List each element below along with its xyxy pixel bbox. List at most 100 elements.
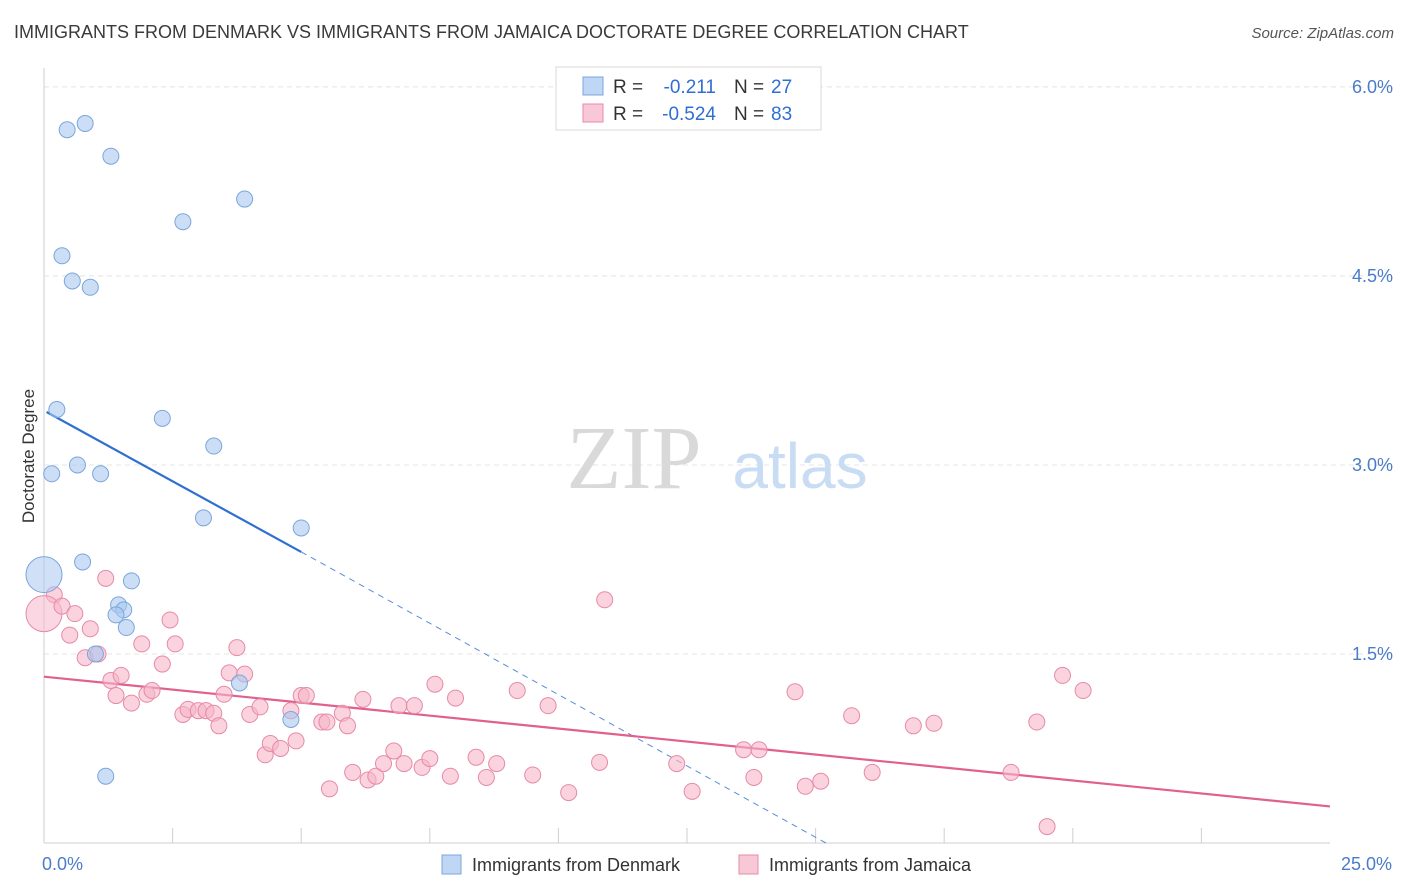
axis-layer	[43, 68, 1330, 844]
jamaica-point-30	[251, 698, 269, 716]
jamaica-point-44	[354, 690, 372, 708]
jamaica-point-2	[53, 597, 71, 615]
denmark-point-22	[117, 619, 135, 637]
denmark-n-label: N =	[734, 77, 764, 98]
jamaica-point-43	[344, 763, 362, 781]
denmark-point-9	[153, 409, 171, 427]
denmark-point-25	[282, 711, 300, 729]
denmark-point-26	[97, 767, 115, 785]
jamaica-point-4	[61, 626, 79, 644]
trend-layer	[43, 411, 1331, 844]
stats-legend: R = -0.211 N = 27 R = -0.524 N = 83	[555, 66, 822, 131]
jamaica-point-81	[1054, 666, 1072, 684]
watermark: ZIP atlas	[567, 409, 868, 508]
jamaica-point-49	[390, 697, 408, 715]
jamaica-point-60	[508, 682, 526, 700]
denmark-point-17	[25, 556, 63, 594]
jamaica-point-11	[112, 666, 130, 684]
denmark-point-16	[74, 553, 92, 571]
denmark-point-24	[230, 674, 248, 692]
y-tick-label-3: 6.0%	[1352, 77, 1393, 97]
denmark-point-5	[53, 247, 71, 265]
jamaica-point-58	[477, 768, 495, 786]
jamaica-point-12	[122, 694, 140, 712]
jamaica-point-56	[447, 689, 465, 707]
jamaica-point-47	[375, 755, 393, 773]
denmark-point-18	[122, 572, 140, 590]
jamaica-point-67	[683, 782, 701, 800]
jamaica-point-15	[143, 682, 161, 700]
jamaica-point-53	[421, 750, 439, 768]
jamaica-point-54	[426, 675, 444, 693]
denmark-point-10	[205, 437, 223, 455]
jamaica-point-77	[925, 714, 943, 732]
jamaica-point-61	[524, 766, 542, 784]
y-tick-label-0: 1.5%	[1352, 644, 1393, 664]
denmark-point-12	[92, 465, 110, 483]
jamaica-points	[25, 569, 1092, 836]
jamaica-point-8	[97, 569, 115, 587]
jamaica-point-59	[488, 755, 506, 773]
jamaica-point-50	[395, 755, 413, 773]
jamaica-point-10	[107, 687, 125, 705]
grid-layer	[44, 86, 1390, 655]
series-legend: Immigrants from Denmark Immigrants from …	[441, 854, 972, 875]
jamaica-point-42	[338, 717, 356, 735]
denmark-points	[25, 114, 310, 785]
jamaica-n-value: 83	[771, 104, 792, 125]
jamaica-point-48	[385, 742, 403, 760]
y-tick-label-2: 4.5%	[1352, 266, 1393, 286]
jamaica-point-71	[786, 683, 804, 701]
jamaica-point-13	[133, 635, 151, 653]
denmark-n-value: 27	[771, 77, 792, 98]
denmark-r-label: R =	[613, 77, 643, 98]
denmark-trend-extension	[300, 551, 827, 844]
denmark-point-7	[81, 278, 99, 296]
jamaica-point-66	[668, 755, 686, 773]
denmark-point-3	[236, 190, 254, 208]
denmark-point-6	[63, 272, 81, 290]
jamaica-point-55	[441, 767, 459, 785]
denmark-point-21	[107, 606, 125, 624]
denmark-point-14	[194, 509, 212, 527]
jamaica-point-64	[591, 753, 609, 771]
denmark-point-0	[58, 121, 76, 139]
jamaica-point-74	[843, 707, 861, 725]
denmark-trend-line	[46, 411, 302, 553]
jamaica-point-17	[161, 611, 179, 629]
jamaica-trend-line	[43, 675, 1331, 808]
jamaica-point-73	[812, 772, 830, 790]
jamaica-point-16	[153, 655, 171, 673]
denmark-point-11	[68, 456, 86, 474]
jamaica-point-79	[1028, 713, 1046, 731]
jamaica-point-51	[405, 697, 423, 715]
denmark-point-15	[292, 519, 310, 537]
jamaica-n-label: N =	[734, 104, 764, 125]
jamaica-point-33	[272, 739, 290, 757]
jamaica-point-37	[297, 687, 315, 705]
jamaica-point-24	[210, 717, 228, 735]
jamaica-point-39	[318, 713, 336, 731]
denmark-point-8	[48, 401, 66, 419]
jamaica-point-68	[735, 741, 753, 759]
denmark-point-23	[86, 645, 104, 663]
tick-labels: 1.5% 3.0% 4.5% 6.0% 0.0% 25.0%	[42, 77, 1393, 874]
jamaica-legend-swatch	[582, 103, 604, 123]
jamaica-point-35	[287, 732, 305, 750]
jamaica-point-76	[904, 717, 922, 735]
jamaica-r-label: R =	[613, 104, 643, 125]
y-axis-label: Doctorate Degree	[19, 389, 38, 523]
source-label: Source: ZipAtlas.com	[1251, 25, 1394, 42]
jamaica-point-72	[796, 777, 814, 795]
x-tick-label-1: 25.0%	[1341, 854, 1392, 874]
jamaica-point-46	[367, 767, 385, 785]
jamaica-point-69	[745, 768, 763, 786]
jamaica-point-62	[539, 697, 557, 715]
jamaica-point-27	[228, 639, 246, 657]
denmark-legend-swatch	[582, 76, 604, 96]
jamaica-point-3	[66, 605, 84, 623]
jamaica-point-65	[596, 591, 614, 609]
denmark-point-2	[102, 147, 120, 165]
